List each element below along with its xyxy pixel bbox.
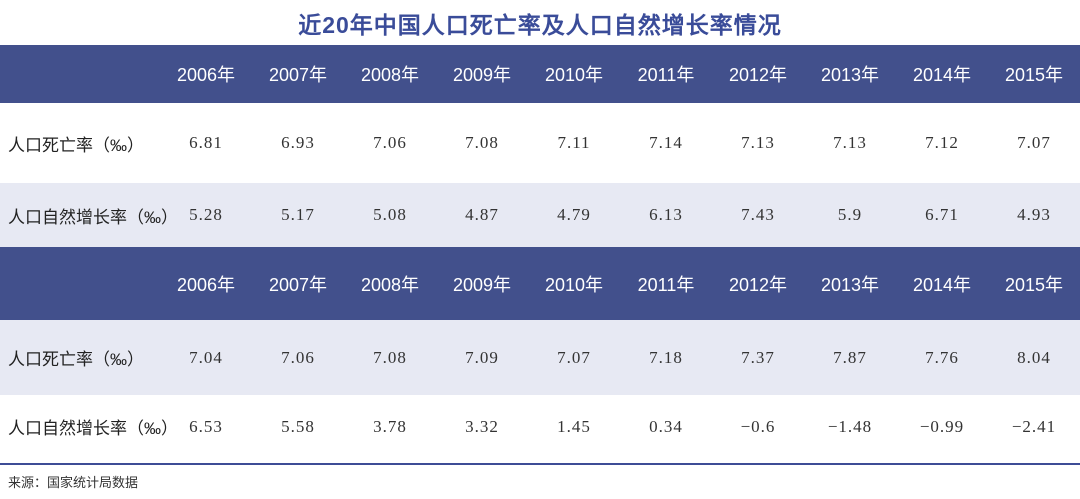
table-cell: 7.06 <box>281 347 315 367</box>
year-header: 2009年 <box>452 274 512 295</box>
year-header: 2011年 <box>637 274 695 295</box>
table-cell: −1.48 <box>827 416 873 436</box>
table2-death-rate-row: 人口死亡率（‰） 7.04 7.06 7.08 7.09 7.07 7.18 7… <box>0 320 1080 395</box>
table-cell: 7.07 <box>557 347 591 367</box>
table-cell: 7.43 <box>741 205 775 224</box>
table-cell: 7.09 <box>465 347 499 367</box>
row-label: 人口自然增长率（‰） <box>8 207 178 227</box>
table-cell: 4.79 <box>557 205 591 224</box>
table-cell: 3.32 <box>465 416 499 436</box>
table-cell: 7.08 <box>373 347 407 367</box>
year-header: 2006年 <box>176 65 236 85</box>
table-cell: 3.78 <box>373 416 407 436</box>
table-cell: 1.45 <box>557 416 591 436</box>
year-header: 2010年 <box>544 274 604 295</box>
year-header: 2010年 <box>544 65 604 85</box>
table-cell: 7.18 <box>649 347 683 367</box>
table1-year-header-row: 2006年 2007年 2008年 2009年 2010年 2011年 2012… <box>0 45 1080 103</box>
table-cell: 6.13 <box>649 205 683 224</box>
year-header: 2008年 <box>360 65 420 85</box>
year-header: 2011年 <box>637 65 695 85</box>
table-cell: 6.71 <box>925 205 959 224</box>
table-cell: 7.14 <box>649 133 683 152</box>
table-cell: 5.08 <box>373 205 407 224</box>
year-header: 2009年 <box>452 65 512 85</box>
footer-divider <box>0 463 1080 465</box>
year-header: 2008年 <box>360 274 420 295</box>
year-header: 2006年 <box>176 274 236 295</box>
table-cell: 5.9 <box>837 205 863 224</box>
table-cell: 7.13 <box>833 133 867 152</box>
table-cell: −0.6 <box>740 416 776 436</box>
page-title: 近20年中国人口死亡率及人口自然增长率情况 <box>298 11 782 38</box>
year-header: 2007年 <box>268 274 328 295</box>
table-cell: 7.13 <box>741 133 775 152</box>
table-cell: 7.37 <box>741 347 775 367</box>
year-header: 2014年 <box>912 65 972 85</box>
year-header: 2014年 <box>912 274 972 295</box>
table-cell: 7.08 <box>465 133 499 152</box>
table-cell: 0.34 <box>649 416 683 436</box>
year-header: 2013年 <box>820 274 880 295</box>
year-header: 2015年 <box>1004 274 1064 295</box>
year-header: 2007年 <box>268 65 328 85</box>
table-cell: 6.53 <box>189 416 223 436</box>
table-cell: 7.07 <box>1017 133 1051 152</box>
source-note: 来源：国家统计局数据 <box>8 475 139 490</box>
table2-growth-rate-row: 人口自然增长率（‰） 6.53 5.58 3.78 3.32 1.45 0.34… <box>0 395 1080 458</box>
table-cell: 7.06 <box>373 133 407 152</box>
year-header: 2013年 <box>820 65 880 85</box>
table-cell: −0.99 <box>919 416 965 436</box>
table1-growth-rate-row: 人口自然增长率（‰） 5.28 5.17 5.08 4.87 4.79 6.13… <box>0 183 1080 247</box>
table-cell: 4.87 <box>465 205 499 224</box>
table-cell: 7.76 <box>925 347 959 367</box>
table-cell: 8.04 <box>1017 347 1051 367</box>
year-header: 2015年 <box>1004 65 1064 85</box>
row-label: 人口自然增长率（‰） <box>8 419 178 438</box>
table2-year-header-row: 2006年 2007年 2008年 2009年 2010年 2011年 2012… <box>0 247 1080 320</box>
table-cell: 6.93 <box>281 133 315 152</box>
table-cell: −2.41 <box>1011 416 1057 436</box>
table-cell: 5.58 <box>281 416 315 436</box>
table1-death-rate-row: 人口死亡率（‰） 6.81 6.93 7.06 7.08 7.11 7.14 7… <box>0 103 1080 183</box>
year-header: 2012年 <box>728 65 788 85</box>
year-header: 2012年 <box>728 274 788 295</box>
table-2: 2006年 2007年 2008年 2009年 2010年 2011年 2012… <box>0 247 1080 458</box>
table-cell: 7.04 <box>189 347 223 367</box>
table-cell: 4.93 <box>1017 205 1051 224</box>
row-label: 人口死亡率（‰） <box>8 350 144 369</box>
table-cell: 5.28 <box>189 205 223 224</box>
table-cell: 7.87 <box>833 347 867 367</box>
table-cell: 7.12 <box>925 133 959 152</box>
table-cell: 5.17 <box>281 205 315 224</box>
table-cell: 6.81 <box>189 133 223 152</box>
table-cell: 7.11 <box>557 133 591 152</box>
table-1: 2006年 2007年 2008年 2009年 2010年 2011年 2012… <box>0 45 1080 247</box>
row-label: 人口死亡率（‰） <box>8 135 144 155</box>
